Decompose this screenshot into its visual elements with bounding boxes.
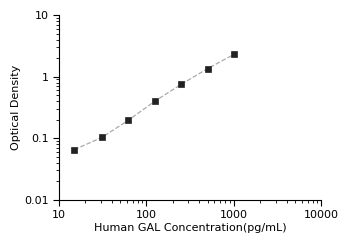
X-axis label: Human GAL Concentration(pg/mL): Human GAL Concentration(pg/mL) bbox=[94, 223, 286, 233]
Y-axis label: Optical Density: Optical Density bbox=[11, 65, 21, 150]
